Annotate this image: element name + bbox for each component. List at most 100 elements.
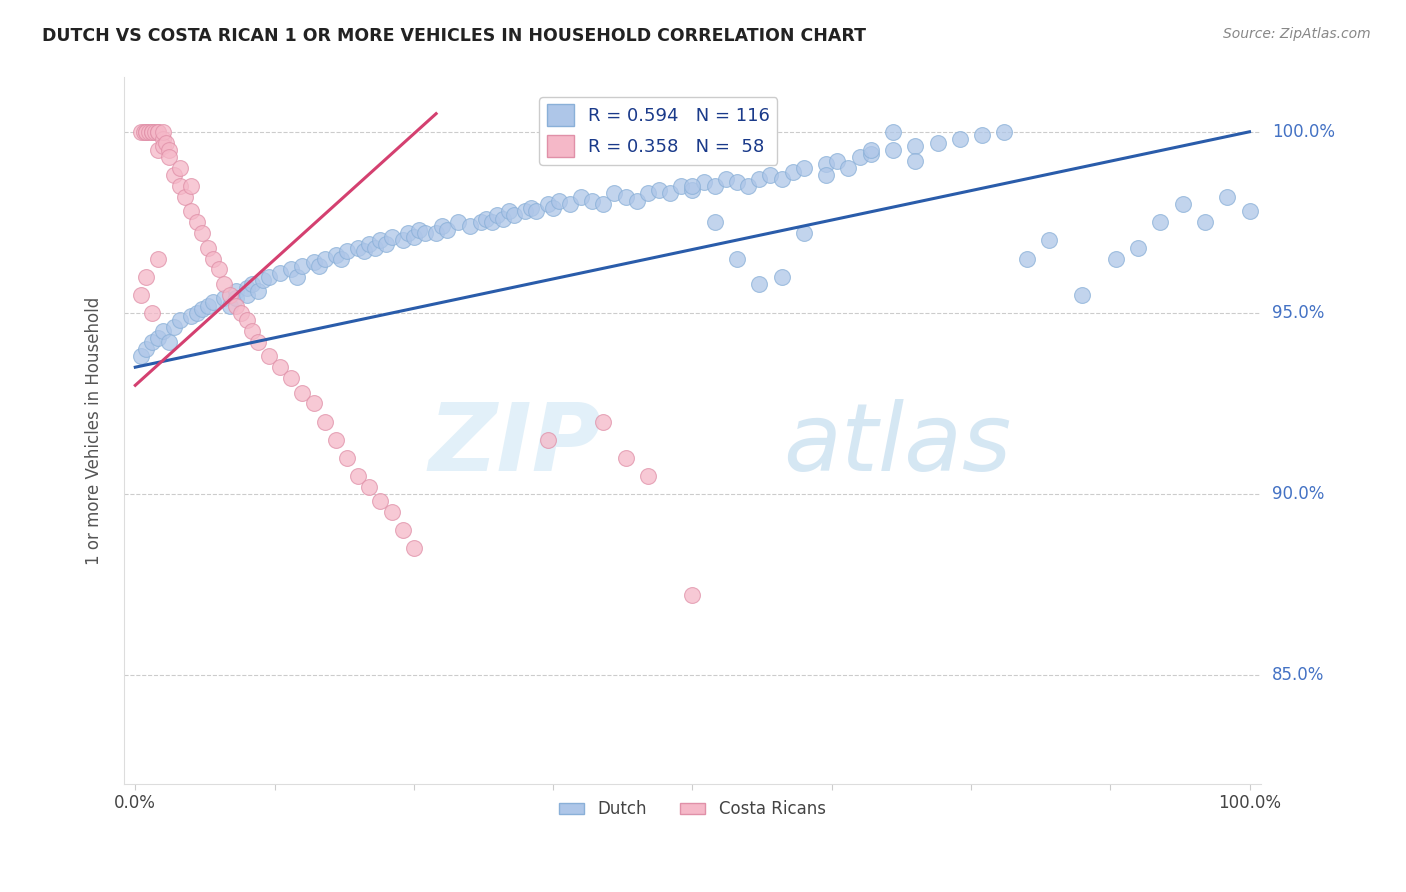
Point <box>285 269 308 284</box>
Point <box>492 211 515 226</box>
Point <box>135 125 157 139</box>
Point <box>725 176 748 190</box>
Point <box>408 222 430 236</box>
Point <box>180 310 202 324</box>
Point <box>770 172 793 186</box>
Point <box>157 150 180 164</box>
Point <box>347 468 370 483</box>
Point <box>759 168 782 182</box>
Point <box>240 324 263 338</box>
Point <box>380 505 402 519</box>
Point <box>257 349 280 363</box>
Point <box>793 226 815 240</box>
Point <box>547 194 569 208</box>
Point <box>475 211 498 226</box>
Point <box>425 226 447 240</box>
Point <box>703 179 725 194</box>
Point <box>536 197 558 211</box>
Text: 100.0%: 100.0% <box>1272 123 1334 141</box>
Point <box>391 523 413 537</box>
Point <box>515 204 537 219</box>
Point <box>157 143 180 157</box>
Point <box>235 280 257 294</box>
Point <box>214 277 236 291</box>
Point <box>197 299 219 313</box>
Point <box>637 468 659 483</box>
Point <box>257 269 280 284</box>
Point <box>135 269 157 284</box>
Text: ZIP: ZIP <box>429 399 602 491</box>
Point <box>569 190 592 204</box>
Point <box>280 262 302 277</box>
Point <box>146 143 169 157</box>
Point <box>681 183 703 197</box>
Point <box>129 349 152 363</box>
Point <box>291 385 314 400</box>
Point <box>141 125 163 139</box>
Point <box>904 139 927 153</box>
Point <box>1126 241 1149 255</box>
Point <box>330 252 353 266</box>
Point <box>520 201 543 215</box>
Point <box>536 433 558 447</box>
Point <box>347 241 370 255</box>
Point <box>186 215 208 229</box>
Point <box>592 415 614 429</box>
Point <box>375 237 398 252</box>
Point <box>141 125 163 139</box>
Point <box>155 136 177 150</box>
Point <box>603 186 626 201</box>
Point <box>1216 190 1239 204</box>
Y-axis label: 1 or more Vehicles in Household: 1 or more Vehicles in Household <box>86 296 103 565</box>
Point <box>325 248 347 262</box>
Point <box>146 252 169 266</box>
Point <box>134 125 156 139</box>
Point <box>235 287 257 301</box>
Point <box>681 588 703 602</box>
Point <box>503 208 526 222</box>
Point <box>430 219 453 233</box>
Point <box>225 284 247 298</box>
Point <box>396 226 419 240</box>
Point <box>614 450 637 465</box>
Point <box>364 241 387 255</box>
Point <box>186 306 208 320</box>
Point <box>681 179 703 194</box>
Point <box>1105 252 1128 266</box>
Point <box>447 215 470 229</box>
Point <box>314 252 336 266</box>
Point <box>325 433 347 447</box>
Point <box>413 226 436 240</box>
Point <box>848 150 870 164</box>
Point <box>614 190 637 204</box>
Point <box>904 153 927 168</box>
Point <box>219 287 242 301</box>
Point <box>486 208 509 222</box>
Point <box>380 229 402 244</box>
Point <box>240 277 263 291</box>
Text: 95.0%: 95.0% <box>1272 304 1324 322</box>
Text: Source: ZipAtlas.com: Source: ZipAtlas.com <box>1223 27 1371 41</box>
Point <box>436 222 458 236</box>
Point <box>725 252 748 266</box>
Point <box>157 334 180 349</box>
Point <box>336 244 359 259</box>
Point <box>138 125 160 139</box>
Point <box>308 259 330 273</box>
Point <box>391 234 413 248</box>
Point <box>748 277 770 291</box>
Point <box>882 143 904 157</box>
Point <box>770 269 793 284</box>
Point <box>152 132 174 146</box>
Point <box>141 306 163 320</box>
Point <box>219 299 242 313</box>
Text: 85.0%: 85.0% <box>1272 666 1324 684</box>
Point <box>859 143 882 157</box>
Point <box>637 186 659 201</box>
Point <box>993 125 1015 139</box>
Point <box>1239 204 1261 219</box>
Point <box>225 292 247 306</box>
Point <box>314 415 336 429</box>
Point <box>370 234 392 248</box>
Point <box>859 146 882 161</box>
